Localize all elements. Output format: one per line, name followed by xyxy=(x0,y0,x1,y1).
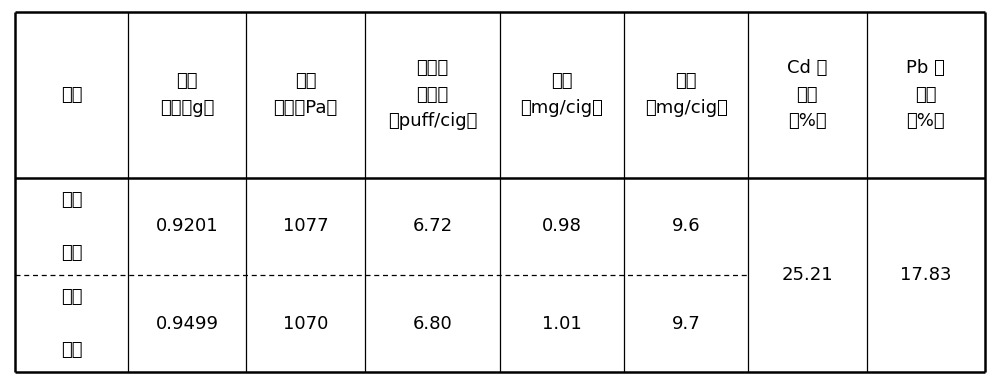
Text: 17.83: 17.83 xyxy=(900,266,952,284)
Text: 试验

卷烟: 试验 卷烟 xyxy=(61,288,82,359)
Text: 1077: 1077 xyxy=(283,217,328,235)
Text: Cd 降
低率
（%）: Cd 降 低率 （%） xyxy=(787,59,828,130)
Text: 0.98: 0.98 xyxy=(542,217,582,235)
Text: 6.72: 6.72 xyxy=(412,217,452,235)
Text: 25.21: 25.21 xyxy=(782,266,833,284)
Text: 焦油
（mg/cig）: 焦油 （mg/cig） xyxy=(645,72,728,117)
Text: 样品: 样品 xyxy=(61,86,82,104)
Text: 烟碱
（mg/cig）: 烟碱 （mg/cig） xyxy=(521,72,603,117)
Text: 6.80: 6.80 xyxy=(412,315,452,333)
Text: 0.9499: 0.9499 xyxy=(156,315,219,333)
Text: 平均
吸阻（Pa）: 平均 吸阻（Pa） xyxy=(273,72,338,117)
Text: 0.9201: 0.9201 xyxy=(156,217,218,235)
Text: 平均
重量（g）: 平均 重量（g） xyxy=(160,72,214,117)
Text: 1070: 1070 xyxy=(283,315,328,333)
Text: 1.01: 1.01 xyxy=(542,315,582,333)
Text: 平均抽
吸口数
（puff/cig）: 平均抽 吸口数 （puff/cig） xyxy=(388,59,477,130)
Text: 9.6: 9.6 xyxy=(672,217,700,235)
Text: 9.7: 9.7 xyxy=(672,315,700,333)
Text: Pb 降
低率
（%）: Pb 降 低率 （%） xyxy=(906,59,945,130)
Text: 对照

卷烟: 对照 卷烟 xyxy=(61,191,82,262)
